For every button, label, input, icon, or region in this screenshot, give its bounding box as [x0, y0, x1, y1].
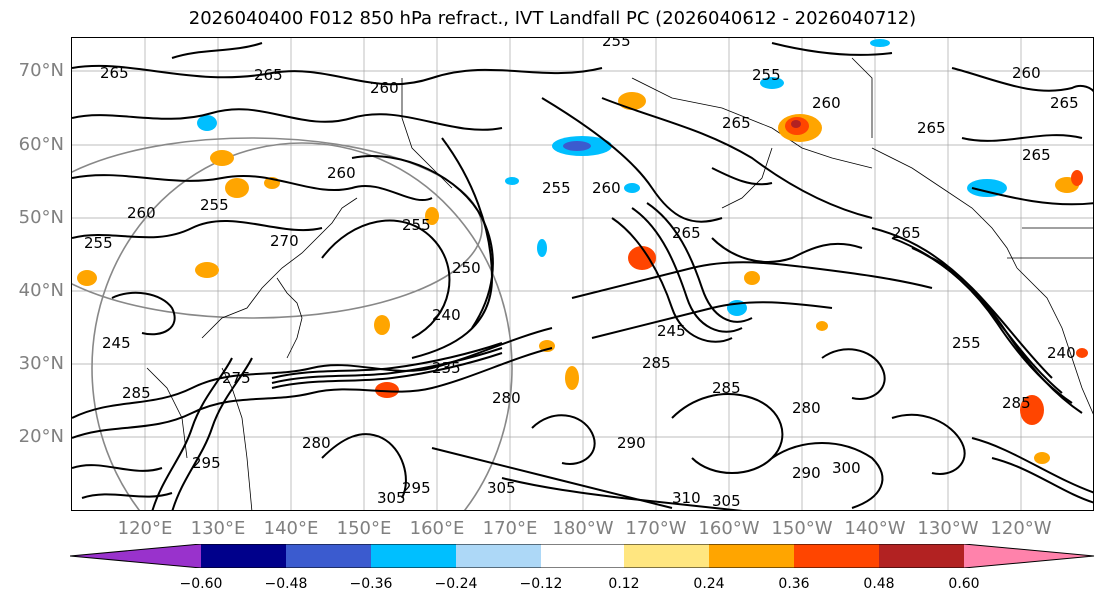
colorbar-tick: 0.48: [863, 576, 895, 592]
contour-label: 280: [302, 434, 331, 452]
contour-label: 285: [122, 384, 151, 402]
colorbar-tick: −0.12: [519, 576, 563, 592]
contour-label: 285: [712, 379, 741, 397]
lon-label-150e: 150°E: [336, 518, 392, 539]
contour-label: 255: [752, 66, 781, 84]
contour-label: 290: [792, 464, 821, 482]
lon-label-130w: 130°W: [917, 518, 979, 539]
contour-label: 295: [402, 479, 431, 497]
lon-label-120e: 120°E: [117, 518, 173, 539]
contour-label: 255: [952, 334, 981, 352]
contour-label: 260: [370, 79, 399, 97]
colorbar-tick: 0.12: [608, 576, 640, 592]
colorbar-tick: 0.24: [693, 576, 725, 592]
contour-label: 275: [222, 369, 251, 387]
contour-label: 255: [402, 216, 431, 234]
colorbar-tick: −0.60: [179, 576, 223, 592]
colorbar-segment: [286, 544, 371, 568]
contour-label: 240: [1047, 344, 1076, 362]
contour-label: 255: [542, 179, 571, 197]
lat-label-70n: 70°N: [18, 60, 64, 81]
map-panel: 265 265 260 255 255 265 260 265 260 265 …: [71, 37, 1094, 511]
lon-label-170e: 170°E: [482, 518, 538, 539]
colorbar-segment: [879, 544, 964, 568]
lat-label-30n: 30°N: [18, 353, 64, 374]
lon-label-160w: 160°W: [698, 518, 760, 539]
colorbar-segment: [201, 544, 286, 568]
colorbar-tick: 0.36: [778, 576, 810, 592]
colorbar: [70, 544, 1095, 568]
lat-label-50n: 50°N: [18, 207, 64, 228]
lon-label-130e: 130°E: [190, 518, 246, 539]
contour-label: 265: [1050, 94, 1079, 112]
lon-label-160e: 160°E: [409, 518, 465, 539]
colorbar-tick: −0.48: [264, 576, 308, 592]
contour-label: 265: [917, 119, 946, 137]
lon-label-120w: 120°W: [990, 518, 1052, 539]
contour-labels: 265 265 260 255 255 265 260 265 260 265 …: [84, 38, 1079, 510]
map-canvas: 265 265 260 255 255 265 260 265 260 265 …: [72, 38, 1093, 510]
contour-label: 310: [672, 489, 701, 507]
colorbar-segment: [794, 544, 879, 568]
colorbar-tick: −0.24: [434, 576, 478, 592]
refractivity-contours: [72, 42, 1093, 510]
contour-label: 265: [892, 224, 921, 242]
lon-label-150w: 150°W: [771, 518, 833, 539]
colorbar-segment: [456, 544, 541, 568]
contour-label: 265: [100, 64, 129, 82]
contour-label: 260: [812, 94, 841, 112]
range-circles: [72, 137, 513, 510]
contour-label: 285: [642, 354, 671, 372]
contour-label: 270: [270, 232, 299, 250]
lon-label-170w: 170°W: [625, 518, 687, 539]
colorbar-tick: −0.36: [349, 576, 393, 592]
colorbar-segment: [371, 544, 456, 568]
contour-label: 265: [672, 224, 701, 242]
contour-label: 255: [200, 196, 229, 214]
contour-label: 305: [487, 479, 516, 497]
contour-label: 265: [1022, 146, 1051, 164]
contour-label: 290: [617, 434, 646, 452]
colorbar-segment: [624, 544, 709, 568]
contour-label: 305: [712, 492, 741, 510]
contour-label: 280: [792, 399, 821, 417]
colorbar-segment: [70, 544, 201, 568]
contour-label: 240: [432, 306, 461, 324]
contour-label: 260: [592, 179, 621, 197]
contour-label: 265: [254, 66, 283, 84]
anomaly-shading: [77, 39, 1088, 464]
contour-label: 245: [102, 334, 131, 352]
contour-label: 260: [127, 204, 156, 222]
graticule: [72, 38, 1093, 510]
contour-label: 250: [452, 259, 481, 277]
contour-label: 260: [327, 164, 356, 182]
contour-label: 265: [722, 114, 751, 132]
contour-label: 280: [492, 389, 521, 407]
contour-label: 260: [1012, 64, 1041, 82]
lat-label-60n: 60°N: [18, 134, 64, 155]
lon-label-180w: 180°W: [552, 518, 614, 539]
contour-label: 255: [602, 38, 631, 50]
colorbar-segment: [964, 544, 1094, 568]
contour-label: 295: [192, 454, 221, 472]
lon-label-140e: 140°E: [263, 518, 319, 539]
contour-label: 245: [657, 322, 686, 340]
lat-label-20n: 20°N: [18, 426, 64, 447]
contour-label: 305: [377, 489, 406, 507]
colorbar-tick: 0.60: [948, 576, 980, 592]
contour-label: 255: [84, 234, 113, 252]
contour-label: 285: [1002, 394, 1031, 412]
lon-label-140w: 140°W: [844, 518, 906, 539]
lat-label-40n: 40°N: [18, 280, 64, 301]
colorbar-segment: [709, 544, 794, 568]
contour-label: 235: [432, 359, 461, 377]
contour-label: 300: [832, 459, 861, 477]
map-title: 2026040400 F012 850 hPa refract., IVT La…: [188, 8, 917, 29]
colorbar-segment: [541, 544, 624, 568]
